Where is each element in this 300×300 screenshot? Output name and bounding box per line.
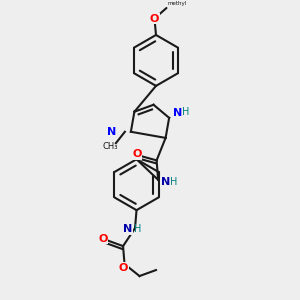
Text: O: O (150, 14, 159, 23)
Text: O: O (98, 234, 108, 244)
Text: methyl: methyl (168, 1, 187, 6)
Text: O: O (133, 149, 142, 159)
Text: N: N (107, 127, 116, 137)
Text: H: H (170, 177, 178, 187)
Text: N: N (123, 224, 132, 234)
Text: H: H (134, 224, 141, 234)
Text: N: N (173, 108, 182, 118)
Text: H: H (182, 107, 189, 118)
Text: N: N (161, 177, 170, 187)
Text: CH₃: CH₃ (102, 142, 118, 151)
Text: O: O (119, 263, 128, 273)
